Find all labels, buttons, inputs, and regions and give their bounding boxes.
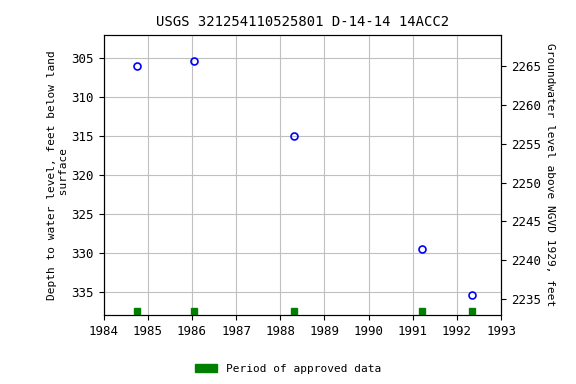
Y-axis label: Depth to water level, feet below land
 surface: Depth to water level, feet below land su… <box>47 50 69 300</box>
Y-axis label: Groundwater level above NGVD 1929, feet: Groundwater level above NGVD 1929, feet <box>545 43 555 306</box>
Title: USGS 321254110525801 D-14-14 14ACC2: USGS 321254110525801 D-14-14 14ACC2 <box>156 15 449 29</box>
Legend: Period of approved data: Period of approved data <box>191 359 385 379</box>
